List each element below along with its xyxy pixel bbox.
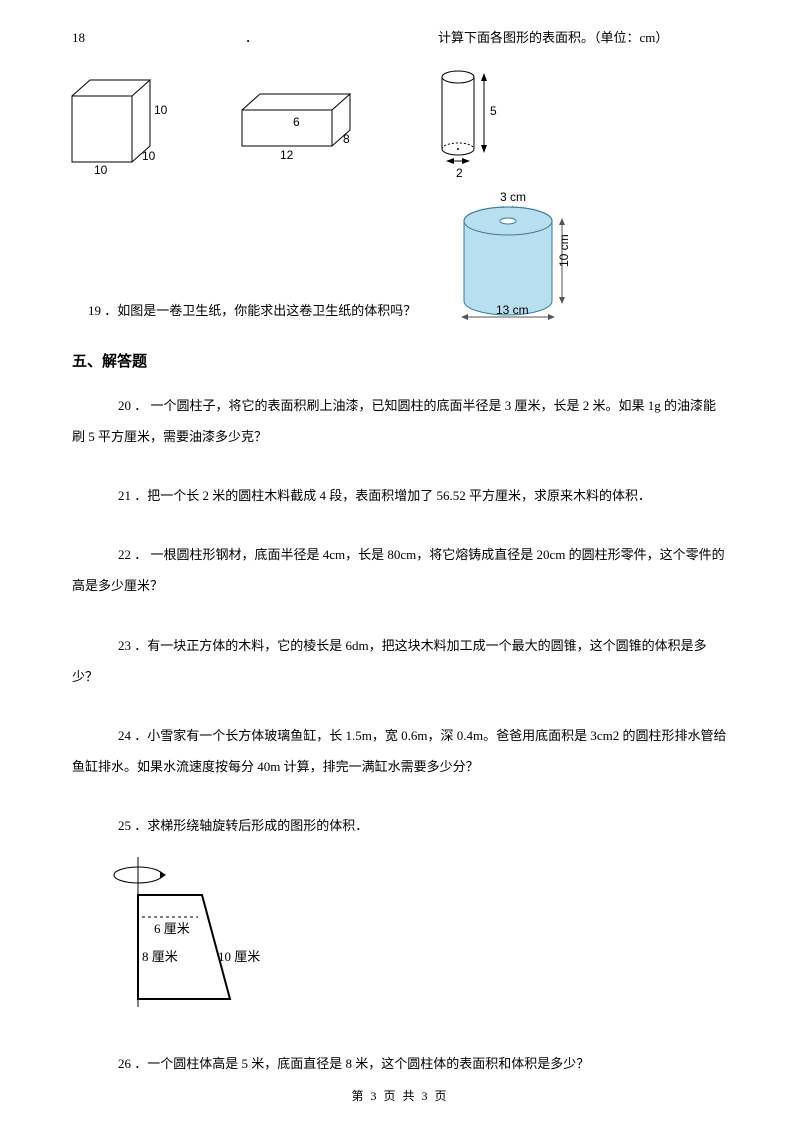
q19-text: 19 ．如图是一卷卫生纸，你能求出这卷卫生纸的体积吗？ — [88, 301, 416, 322]
q25-text: 25 ．求梯形绕轴旋转后形成的图形的体积． — [72, 810, 728, 841]
q19: 19 ．如图是一卷卫生纸，你能求出这卷卫生纸的体积吗？ 3 cm 10 cm — [72, 191, 728, 328]
trapezoid-svg: 6 厘米 8 厘米 10 厘米 — [110, 851, 290, 1011]
roll-inner-d: 3 cm — [500, 191, 526, 204]
q18-text: 计算下面各图形的表面积。（单位：cm） — [438, 28, 668, 49]
roll-outer-d: 13 cm — [496, 303, 529, 317]
q18-number: 18 — [72, 28, 85, 49]
section-5-title: 五、解答题 — [72, 350, 728, 374]
cuboid-svg: 6 8 12 — [230, 84, 376, 162]
q25-figure: 6 厘米 8 厘米 10 厘米 — [110, 851, 728, 1018]
cuboid-h: 6 — [293, 115, 300, 129]
q18-header: 18 ． 计算下面各图形的表面积。（单位：cm） — [72, 28, 728, 49]
trap-left: 8 厘米 — [142, 949, 178, 964]
cube-svg: 10 10 10 — [54, 70, 174, 176]
cube-figure: 10 10 10 — [54, 70, 174, 176]
cyl-d: 2 — [456, 166, 463, 180]
cuboid-figure: 6 8 12 — [230, 84, 376, 162]
q22: 22 ． 一根圆柱形钢材，底面半径是 4cm，长是 80cm，将它熔铸成直径是 … — [72, 539, 728, 601]
cylinder-svg: 5 2 — [432, 63, 512, 183]
q18-dot: ． — [245, 28, 258, 49]
cylinder-figure: 5 2 — [432, 63, 512, 183]
cube-h: 10 — [154, 103, 168, 117]
cube-w: 10 — [94, 163, 108, 176]
page-footer: 第 3 页 共 3 页 — [0, 1087, 800, 1106]
paper-roll-svg: 3 cm 10 cm 13 cm — [456, 191, 592, 321]
q21: 21 ．把一个长 2 米的圆柱木料截成 4 段，表面积增加了 56.52 平方厘… — [72, 480, 728, 511]
trap-top: 6 厘米 — [154, 921, 190, 936]
q24: 24 ．小雪家有一个长方体玻璃鱼缸，长 1.5m，宽 0.6m，深 0.4m。爸… — [72, 720, 728, 782]
cuboid-d: 8 — [343, 132, 350, 146]
q19-figure: 3 cm 10 cm 13 cm — [456, 191, 592, 328]
cube-d: 10 — [142, 149, 156, 163]
cuboid-w: 12 — [280, 148, 294, 162]
roll-height: 10 cm — [557, 234, 571, 267]
q23: 23 ．有一块正方体的木料，它的棱长是 6dm，把这块木料加工成一个最大的圆锥，… — [72, 630, 728, 692]
trap-right: 10 厘米 — [218, 949, 260, 964]
q20: 20 ． 一个圆柱子，将它的表面积刷上油漆，已知圆柱的底面半径是 3 厘米，长是… — [72, 390, 728, 452]
q18-figures: 10 10 10 6 8 12 5 — [54, 63, 728, 183]
cyl-h: 5 — [490, 104, 497, 118]
q26: 26 ．一个圆柱体高是 5 米，底面直径是 8 米，这个圆柱体的表面积和体积是多… — [72, 1048, 728, 1079]
